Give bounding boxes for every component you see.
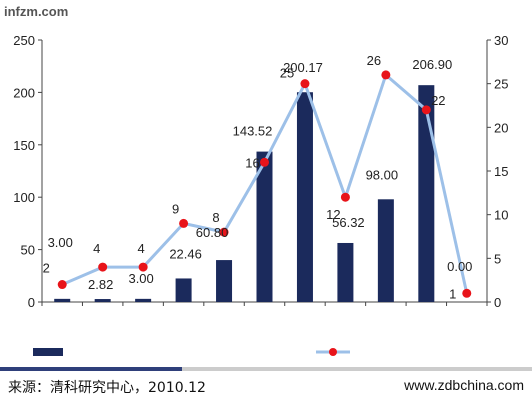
line-point bbox=[219, 227, 229, 237]
line-data-label: 16 bbox=[245, 155, 259, 170]
y-tick-label: 50 bbox=[21, 243, 35, 258]
bar-data-label: 56.32 bbox=[332, 215, 365, 230]
line-point bbox=[138, 262, 148, 272]
y2-tick-label: 15 bbox=[494, 164, 508, 179]
bar-data-label: 206.90 bbox=[412, 57, 452, 72]
bar-data-label: 3.00 bbox=[128, 271, 153, 286]
bar-data-label: 2.82 bbox=[88, 277, 113, 292]
y2-tick-label: 10 bbox=[494, 208, 508, 223]
line-data-label: 8 bbox=[212, 210, 219, 225]
bar-data-label: 98.00 bbox=[366, 167, 399, 182]
line-point bbox=[57, 280, 67, 290]
line-data-label: 9 bbox=[172, 201, 179, 216]
bar bbox=[94, 299, 111, 302]
y-tick-label: 200 bbox=[13, 85, 35, 100]
legend-bar-swatch bbox=[33, 348, 63, 356]
y2-tick-label: 20 bbox=[494, 120, 508, 135]
line-point bbox=[381, 70, 391, 80]
bar bbox=[337, 242, 354, 302]
line-data-label: 12 bbox=[326, 207, 340, 222]
combo-chart: 0 50 100 150 200 250 0 5 10 15 20 25 30 3.00 2.82 3.00 2… bbox=[13, 33, 508, 310]
bar bbox=[256, 151, 273, 302]
y-tick-label: 100 bbox=[13, 190, 35, 205]
y-tick-label: 150 bbox=[13, 138, 35, 153]
line-point bbox=[260, 157, 269, 167]
line-point bbox=[340, 192, 350, 202]
line-data-label: 4 bbox=[93, 241, 100, 256]
line-data-label: 26 bbox=[367, 53, 381, 68]
line-point bbox=[179, 218, 189, 228]
source-note: 来源：清科研究中心，2010.12 bbox=[8, 380, 206, 396]
website-url: www.zdbchina.com bbox=[404, 377, 524, 393]
bar-data-label: 60.80 bbox=[196, 225, 229, 240]
y2-tick-label: 25 bbox=[494, 77, 508, 92]
y2-tick-label: 5 bbox=[494, 251, 501, 266]
brand-logo-text: infzm.com bbox=[4, 4, 69, 19]
line-data-label: 1 bbox=[449, 286, 456, 301]
y-tick-label: 0 bbox=[28, 295, 35, 310]
bar-data-label: 143.52 bbox=[233, 124, 273, 139]
bar bbox=[175, 278, 192, 302]
line-point bbox=[421, 105, 431, 115]
y2-tick-label: 30 bbox=[494, 33, 508, 48]
footer-rule bbox=[0, 367, 532, 371]
bar bbox=[54, 298, 71, 302]
y-tick-label: 250 bbox=[13, 33, 35, 48]
line-data-label: 22 bbox=[431, 93, 445, 108]
bar bbox=[377, 199, 394, 302]
bar-data-label: 0.00 bbox=[447, 259, 472, 274]
y2-tick-label: 0 bbox=[494, 295, 501, 310]
bar bbox=[216, 260, 233, 302]
line-data-label: 25 bbox=[280, 66, 294, 81]
bar-data-label: 22.46 bbox=[169, 246, 202, 261]
footer-rule-accent bbox=[0, 367, 182, 371]
line-data-label: 4 bbox=[138, 241, 145, 256]
line-point bbox=[300, 79, 310, 89]
line-point bbox=[98, 262, 108, 272]
bar-data-label: 3.00 bbox=[48, 235, 73, 250]
line-point bbox=[462, 288, 472, 298]
line-data-label: 2 bbox=[43, 261, 50, 276]
bar bbox=[296, 92, 313, 303]
legend-line-swatch bbox=[316, 348, 350, 356]
bar bbox=[135, 298, 152, 302]
bar bbox=[418, 85, 435, 303]
bar-data-label: 200.17 bbox=[283, 60, 323, 75]
